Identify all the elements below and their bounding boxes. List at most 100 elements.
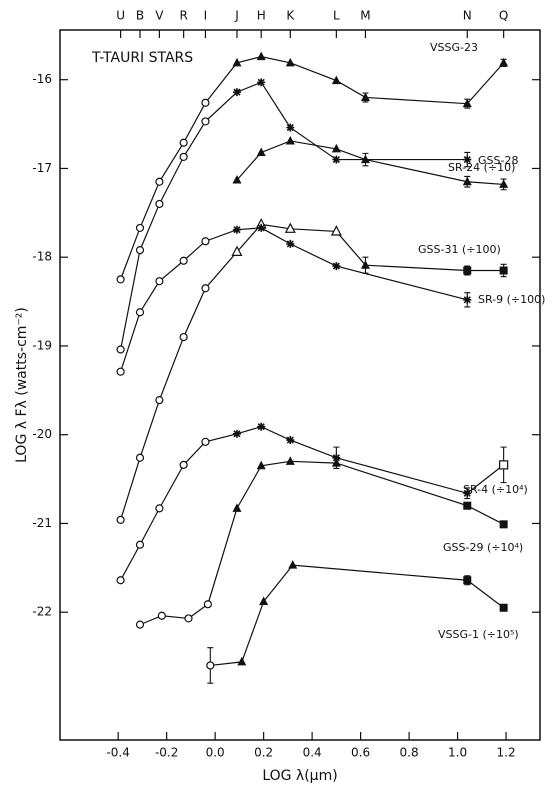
series-line xyxy=(139,460,504,626)
marker xyxy=(135,540,145,549)
top-tick-label: M xyxy=(360,9,370,23)
marker xyxy=(499,460,509,470)
marker xyxy=(330,225,342,236)
series-line xyxy=(120,426,505,581)
x-tick-label: -0.4 xyxy=(106,746,129,760)
marker xyxy=(499,179,509,188)
marker xyxy=(237,656,247,666)
marker xyxy=(135,223,145,233)
x-tick-label: 1.0 xyxy=(448,746,467,760)
top-tick-label: B xyxy=(136,9,144,23)
marker xyxy=(463,576,472,585)
marker xyxy=(257,223,266,232)
marker xyxy=(135,246,145,255)
marker xyxy=(332,453,341,462)
marker xyxy=(135,453,145,462)
marker xyxy=(179,332,188,342)
marker xyxy=(256,460,266,470)
marker xyxy=(256,51,266,61)
x-tick-label: 0.4 xyxy=(303,746,322,760)
top-tick-label: J xyxy=(234,9,239,23)
marker xyxy=(463,295,472,304)
marker xyxy=(285,57,295,67)
marker xyxy=(463,266,472,275)
marker xyxy=(201,117,210,126)
marker xyxy=(331,75,341,85)
marker xyxy=(155,504,164,513)
marker xyxy=(206,661,215,670)
x-tick-label: -0.2 xyxy=(155,746,178,760)
x-tick-label: 1.2 xyxy=(497,746,516,760)
marker xyxy=(256,147,266,156)
marker xyxy=(116,275,125,284)
marker xyxy=(285,135,295,145)
series-label: GSS-29 (÷10⁴) xyxy=(443,541,523,554)
marker xyxy=(331,458,341,467)
marker xyxy=(116,515,125,525)
marker xyxy=(462,98,472,108)
marker xyxy=(257,422,266,431)
marker xyxy=(184,614,193,623)
y-axis-label: LOG λ Fλ (watts-cm⁻²) xyxy=(14,307,30,463)
top-tick-label: V xyxy=(155,9,164,23)
marker xyxy=(155,177,164,186)
top-tick-label: R xyxy=(179,9,187,23)
series-line xyxy=(120,56,505,280)
series-label: SR-24 (÷10) xyxy=(448,161,515,174)
marker xyxy=(135,308,145,317)
marker xyxy=(286,123,295,132)
marker xyxy=(232,429,241,438)
top-tick-label: L xyxy=(333,9,340,23)
y-tick-label: -20 xyxy=(32,427,52,441)
marker xyxy=(155,199,164,209)
marker xyxy=(201,237,210,246)
marker xyxy=(360,92,370,101)
y-tick-label: -18 xyxy=(32,250,52,264)
series-line xyxy=(120,227,468,372)
marker xyxy=(116,367,125,376)
marker xyxy=(179,152,188,162)
marker xyxy=(286,436,295,445)
y-tick-label: -19 xyxy=(32,338,52,352)
marker xyxy=(499,520,508,529)
top-tick-label: K xyxy=(286,9,295,23)
marker xyxy=(284,222,296,233)
x-tick-label: 0.6 xyxy=(351,746,370,760)
top-tick-label: I xyxy=(204,9,208,23)
marker xyxy=(232,57,242,67)
marker xyxy=(232,225,241,234)
marker xyxy=(360,154,370,164)
marker xyxy=(155,277,164,286)
y-tick-label: -16 xyxy=(32,72,52,86)
series-label: SR-9 (÷100) xyxy=(478,293,545,306)
marker xyxy=(179,460,188,469)
top-tick-label: N xyxy=(463,9,472,23)
marker xyxy=(332,262,341,271)
marker xyxy=(201,437,210,446)
series-line xyxy=(210,564,504,667)
series-label: GSS-28 xyxy=(478,154,518,167)
marker xyxy=(201,98,210,107)
x-tick-label: 0.2 xyxy=(254,746,273,760)
marker xyxy=(360,260,370,269)
marker xyxy=(259,596,269,606)
series-label: VSSG-23 xyxy=(430,41,478,54)
marker xyxy=(257,78,266,87)
marker xyxy=(286,239,295,248)
marker xyxy=(201,284,210,293)
marker xyxy=(288,560,298,569)
top-tick-label: H xyxy=(257,9,266,23)
marker xyxy=(499,266,508,275)
marker xyxy=(179,256,188,265)
top-tick-label: Q xyxy=(499,9,508,23)
x-tick-label: 0.0 xyxy=(206,746,225,760)
series-line xyxy=(120,223,504,521)
x-tick-label: 0.8 xyxy=(400,746,419,760)
marker xyxy=(232,174,242,184)
marker xyxy=(463,489,472,498)
series-label: VSSG-1 (÷10⁵) xyxy=(438,628,519,641)
marker xyxy=(499,57,509,67)
marker xyxy=(463,501,472,510)
marker xyxy=(232,503,242,512)
